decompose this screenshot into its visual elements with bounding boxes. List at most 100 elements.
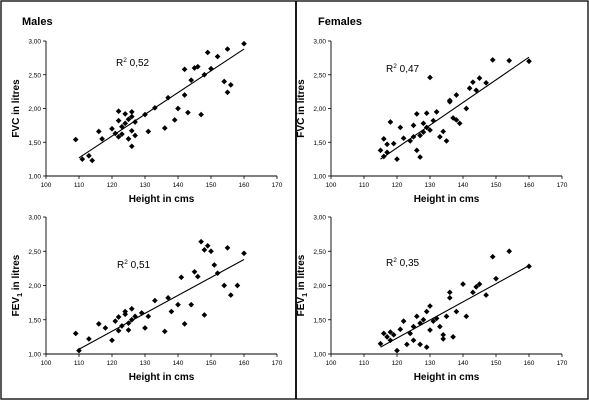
males-fev1-x-tick-label: 100 (41, 360, 52, 367)
chart-males-fvc: 1,00 1,50 2,00 2,50 3,00 100 110 120 130 140 150 16… (11, 39, 283, 206)
males-fvc-y-tick-label: 2,00 (28, 106, 41, 113)
females-fev1-y-axis-title: FEV1 in litres (296, 254, 309, 316)
females-fev1-x-tick-label: 170 (557, 360, 568, 367)
females-fvc-data-point (526, 58, 532, 65)
males-fev1-y-tick-label: 1,00 (28, 352, 41, 359)
females-fev1-data-point (417, 320, 423, 327)
females-fvc-data-point (446, 97, 453, 104)
males-fev1-data-point (201, 312, 208, 318)
females-fev1-data-point (390, 331, 397, 338)
males-fev1-data-point (132, 313, 138, 320)
females-fvc-trendline (380, 56, 530, 160)
males-fvc-data-point (128, 127, 135, 134)
females-fev1-trendline (380, 265, 530, 348)
females-fev1-data-point (423, 308, 430, 315)
females-fvc-data-point (423, 110, 430, 117)
males-fev1-data-point (241, 250, 247, 257)
males-fev1-data-point (152, 297, 158, 304)
males-fev1-data-point (125, 320, 132, 327)
males-fev1-data-point (194, 273, 201, 280)
males-fvc-y-axis-title: FVC in litres (11, 79, 22, 138)
males-fev1-data-point (234, 282, 241, 289)
males-fvc-data-point (208, 65, 214, 72)
females-fev1-data-point (453, 308, 460, 315)
males-fvc-x-tick-label: 110 (74, 182, 85, 189)
females-fev1-x-tick-label: 120 (392, 360, 403, 367)
females-fvc-data-point (384, 141, 390, 148)
males-fev1-y-tick-label: 2,50 (28, 249, 41, 256)
males-fev1-data-point (115, 327, 122, 334)
males-fev1-data-point (208, 248, 214, 255)
females-fvc-data-point (417, 154, 423, 160)
females-fev1-data-point (443, 313, 450, 320)
males-fev1-data-point (168, 308, 175, 315)
males-fev1-data-point (76, 347, 82, 354)
males-fev1-data-point (72, 330, 79, 337)
males-fev1-data-point (211, 262, 218, 268)
males-fvc-y-tick-label: 2,50 (28, 72, 41, 79)
females-fvc-x-tick-label: 150 (491, 182, 502, 189)
males-fev1-x-tick-label: 160 (239, 360, 250, 367)
males-fev1-data-point (198, 238, 204, 245)
males-fev1-y-axis-title: FEV1 in litres (11, 254, 24, 316)
males-fev1-data-point (227, 292, 234, 298)
females-fev1-x-tick-label: 140 (458, 360, 469, 367)
females-fev1-data-point (427, 327, 433, 333)
males-fvc-data-point (122, 120, 129, 127)
females-fvc-data-point (394, 156, 400, 162)
females-fvc-x-tick-label: 130 (425, 182, 436, 189)
males-fev1-data-point (181, 321, 188, 327)
females-fvc-data-point (413, 147, 420, 154)
females-fvc-data-point (427, 74, 433, 81)
males-fvc-data-point (128, 143, 135, 150)
females-fev1-y-tick-label: 3,00 (313, 215, 326, 222)
males-fvc-trendline (78, 48, 245, 159)
females-fev1-data-point (473, 284, 480, 290)
females-fev1-y-tick-label: 2,00 (313, 283, 326, 290)
males-fvc-data-point (125, 136, 132, 142)
females-fev1-data-point (420, 316, 427, 323)
females-fvc-y-tick-label: 3,00 (313, 39, 326, 46)
males-fvc-data-point (95, 128, 102, 135)
males-fvc-data-point (115, 108, 122, 115)
males-fvc-data-point (185, 109, 191, 116)
males-fev1-data-point (86, 336, 92, 342)
males-fvc-x-tick-label: 120 (107, 182, 118, 189)
males-fvc-r2-annotation: R2 0,52 (116, 57, 150, 69)
males-fvc-data-point (89, 157, 96, 164)
females-fev1-x-tick-label: 160 (524, 360, 535, 367)
males-fvc-y-tick-label: 1,50 (28, 140, 41, 147)
females-fvc-data-point (400, 135, 407, 142)
males-fev1-data-point (112, 318, 119, 324)
females-fev1-data-point (430, 318, 437, 324)
panel-label-females: Females (318, 16, 362, 28)
males-fvc-y-tick-label: 1,00 (28, 174, 41, 181)
males-fvc-data-point (132, 119, 138, 125)
males-fev1-data-point (119, 323, 125, 329)
chart-females-fvc: 1,00 1,50 2,00 2,50 3,00 100 110 120 130 140 150 16… (296, 39, 568, 206)
females-fev1-r2-annotation: R2 0,35 (386, 257, 420, 269)
females-fev1-data-point (506, 248, 513, 255)
females-fev1-y-tick-label: 1,50 (313, 317, 326, 324)
males-fvc-data-point (181, 66, 188, 73)
males-fev1-data-point (201, 247, 208, 253)
males-fev1-y-tick-label: 3,00 (28, 215, 41, 222)
males-fvc-x-tick-label: 150 (206, 182, 217, 189)
females-fvc-data-point (380, 153, 387, 160)
females-fev1-data-point (470, 289, 476, 296)
males-fev1-data-point (128, 305, 135, 312)
males-fvc-x-tick-label: 170 (272, 182, 283, 189)
males-fvc-data-point (142, 111, 148, 118)
females-fev1-y-tick-label: 1,00 (313, 352, 326, 359)
females-fvc-x-tick-label: 140 (458, 182, 469, 189)
males-fvc-data-point (119, 131, 125, 137)
females-fev1-data-point (423, 344, 430, 350)
females-fev1-y-tick-label: 2,50 (313, 249, 326, 256)
males-fev1-data-point (161, 328, 168, 335)
males-fev1-data-point (128, 316, 135, 323)
males-fvc-data-point (119, 123, 125, 130)
males-fev1-data-point (204, 242, 211, 249)
males-fev1-data-point (178, 274, 185, 281)
females-fvc-data-point (380, 136, 387, 142)
